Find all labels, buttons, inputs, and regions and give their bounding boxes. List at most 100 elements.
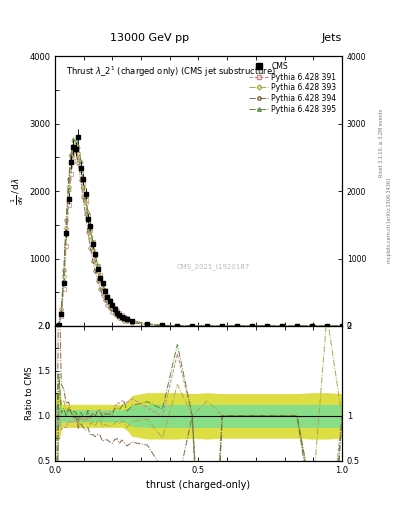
Pythia 6.428 394	[73, 147, 78, 154]
Pythia 6.428 393	[54, 323, 59, 329]
Pythia 6.428 391	[122, 314, 127, 320]
Pythia 6.428 393	[59, 309, 64, 315]
Pythia 6.428 395	[86, 209, 90, 215]
Pythia 6.428 393	[115, 310, 119, 316]
Line: Pythia 6.428 395: Pythia 6.428 395	[55, 138, 343, 328]
Y-axis label: $\frac{1}{\mathrm{d}N}\,/\,\mathrm{d}\lambda$: $\frac{1}{\mathrm{d}N}\,/\,\mathrm{d}\la…	[10, 177, 26, 205]
Pythia 6.428 394	[93, 268, 97, 274]
Text: Thrust $\lambda$_2$^1$ (charged only) (CMS jet substructure): Thrust $\lambda$_2$^1$ (charged only) (C…	[66, 65, 277, 79]
Pythia 6.428 393	[100, 286, 105, 292]
X-axis label: thrust (charged-only): thrust (charged-only)	[147, 480, 250, 490]
Pythia 6.428 394	[95, 278, 100, 284]
Pythia 6.428 395	[325, 323, 329, 329]
Pythia 6.428 394	[71, 149, 76, 155]
Pythia 6.428 393	[78, 167, 83, 174]
Text: Jets: Jets	[321, 33, 342, 44]
Pythia 6.428 395	[220, 323, 224, 329]
Pythia 6.428 395	[64, 231, 68, 237]
Pythia 6.428 391	[119, 312, 124, 318]
Pythia 6.428 394	[115, 313, 119, 319]
Pythia 6.428 393	[95, 269, 100, 275]
Text: 13000 GeV pp: 13000 GeV pp	[110, 33, 189, 44]
Pythia 6.428 395	[235, 323, 240, 329]
Pythia 6.428 391	[110, 302, 114, 308]
Pythia 6.428 393	[190, 323, 195, 329]
Pythia 6.428 393	[86, 217, 90, 223]
Pythia 6.428 393	[66, 184, 71, 190]
Pythia 6.428 393	[61, 272, 66, 279]
Pythia 6.428 391	[59, 312, 64, 318]
Pythia 6.428 393	[122, 316, 127, 322]
Pythia 6.428 393	[145, 321, 150, 327]
Pythia 6.428 391	[112, 305, 117, 311]
Pythia 6.428 391	[125, 315, 129, 321]
Pythia 6.428 395	[265, 323, 270, 329]
Pythia 6.428 391	[280, 323, 285, 329]
Pythia 6.428 395	[107, 297, 112, 304]
Pythia 6.428 395	[103, 287, 107, 293]
Pythia 6.428 393	[280, 323, 285, 329]
Pythia 6.428 394	[78, 177, 83, 183]
Pythia 6.428 393	[235, 323, 240, 329]
Pythia 6.428 391	[130, 317, 135, 324]
Pythia 6.428 394	[83, 211, 88, 218]
Pythia 6.428 395	[90, 239, 95, 245]
Pythia 6.428 393	[90, 247, 95, 253]
Text: Rivet 3.1.10, ≥ 3.2M events: Rivet 3.1.10, ≥ 3.2M events	[379, 109, 384, 178]
Pythia 6.428 393	[103, 291, 107, 297]
Pythia 6.428 393	[117, 312, 122, 318]
Legend: CMS, Pythia 6.428 391, Pythia 6.428 393, Pythia 6.428 394, Pythia 6.428 395: CMS, Pythia 6.428 391, Pythia 6.428 393,…	[248, 60, 338, 116]
Pythia 6.428 393	[220, 323, 224, 329]
Pythia 6.428 394	[57, 322, 61, 328]
Pythia 6.428 394	[112, 311, 117, 317]
Pythia 6.428 395	[100, 281, 105, 287]
Pythia 6.428 393	[81, 184, 85, 190]
Text: mcplots.cern.ch [arXiv:1306.3436]: mcplots.cern.ch [arXiv:1306.3436]	[387, 178, 391, 263]
Pythia 6.428 391	[66, 202, 71, 208]
Pythia 6.428 393	[88, 233, 93, 239]
Pythia 6.428 393	[125, 317, 129, 323]
Pythia 6.428 391	[73, 147, 78, 154]
Pythia 6.428 391	[98, 272, 103, 278]
Pythia 6.428 394	[119, 316, 124, 322]
Pythia 6.428 394	[220, 323, 224, 329]
Pythia 6.428 395	[83, 193, 88, 199]
Pythia 6.428 393	[112, 308, 117, 314]
Pythia 6.428 394	[175, 323, 180, 329]
Pythia 6.428 391	[71, 158, 76, 164]
Pythia 6.428 393	[98, 276, 103, 283]
Pythia 6.428 391	[78, 166, 83, 173]
Pythia 6.428 393	[205, 323, 209, 329]
Pythia 6.428 394	[117, 315, 122, 321]
Pythia 6.428 395	[71, 136, 76, 142]
Pythia 6.428 395	[122, 314, 127, 320]
Pythia 6.428 395	[145, 321, 150, 327]
Pythia 6.428 393	[110, 305, 114, 311]
Pythia 6.428 393	[107, 301, 112, 307]
Pythia 6.428 391	[250, 323, 255, 329]
Pythia 6.428 391	[90, 239, 95, 245]
Pythia 6.428 391	[190, 323, 195, 329]
Pythia 6.428 393	[310, 323, 314, 329]
Pythia 6.428 395	[280, 323, 285, 329]
Pythia 6.428 391	[325, 323, 329, 329]
Pythia 6.428 394	[265, 323, 270, 329]
Pythia 6.428 393	[93, 259, 97, 265]
Pythia 6.428 395	[119, 312, 124, 318]
Line: Pythia 6.428 393: Pythia 6.428 393	[55, 143, 343, 328]
Pythia 6.428 393	[83, 200, 88, 206]
Pythia 6.428 391	[103, 287, 107, 293]
Pythia 6.428 394	[100, 292, 105, 298]
Pythia 6.428 394	[235, 323, 240, 329]
Pythia 6.428 395	[110, 302, 114, 308]
Pythia 6.428 394	[205, 323, 209, 329]
Pythia 6.428 395	[205, 323, 209, 329]
Pythia 6.428 391	[61, 286, 66, 292]
Pythia 6.428 394	[190, 323, 195, 329]
Pythia 6.428 394	[130, 319, 135, 326]
Pythia 6.428 394	[125, 318, 129, 325]
Pythia 6.428 391	[86, 211, 90, 218]
Pythia 6.428 391	[95, 263, 100, 269]
Pythia 6.428 391	[69, 171, 73, 177]
Pythia 6.428 394	[110, 309, 114, 315]
